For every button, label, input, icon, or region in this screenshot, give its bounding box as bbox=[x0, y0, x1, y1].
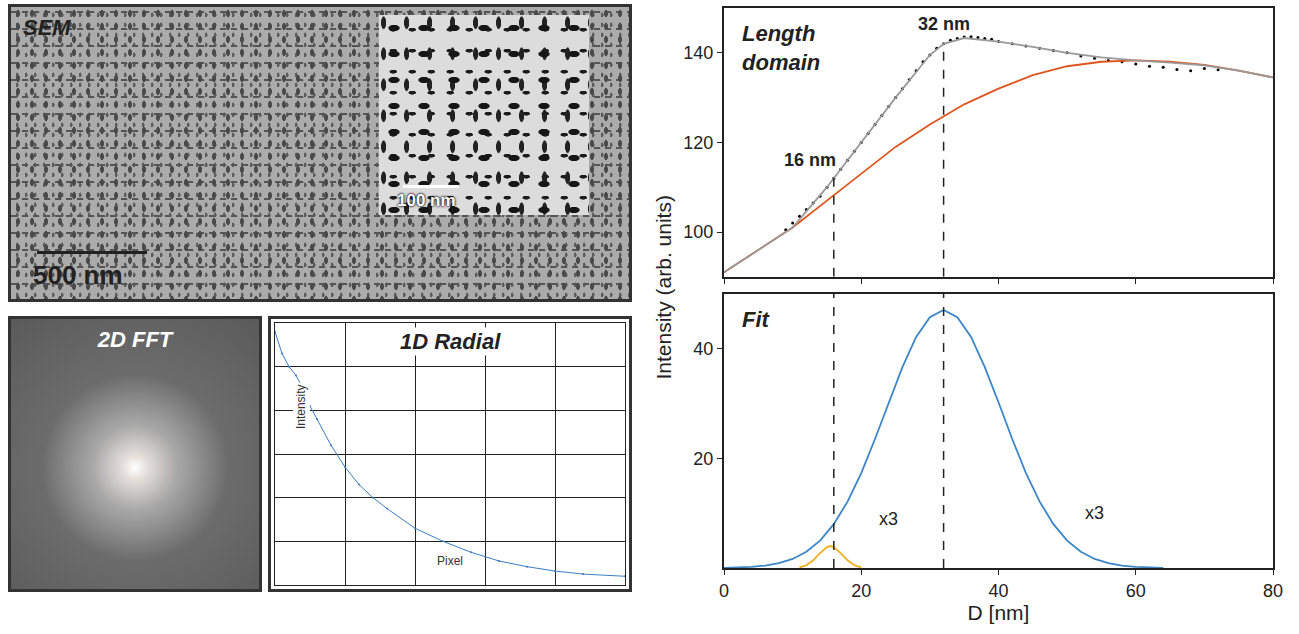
svg-text:140: 140 bbox=[683, 43, 713, 63]
svg-text:120: 120 bbox=[683, 133, 713, 153]
svg-text:60: 60 bbox=[1126, 581, 1146, 601]
svg-text:80: 80 bbox=[1263, 581, 1283, 601]
svg-text:Intensity (arb. units): Intensity (arb. units) bbox=[652, 195, 675, 379]
html-text:500 nm: 500 nm bbox=[33, 260, 123, 290]
svg-text:D [nm]: D [nm] bbox=[968, 601, 1030, 624]
svg-text:16 nm: 16 nm bbox=[784, 150, 836, 170]
html-text:100 nm: 100 nm bbox=[397, 191, 456, 210]
svg-text:Intensity: Intensity bbox=[294, 384, 308, 429]
svg-text:40: 40 bbox=[693, 339, 713, 359]
svg-text:Fit: Fit bbox=[742, 307, 771, 332]
svg-text:20: 20 bbox=[851, 581, 871, 601]
svg-text:x3: x3 bbox=[1085, 503, 1104, 523]
svg-text:Pixel: Pixel bbox=[437, 554, 463, 568]
svg-text:100: 100 bbox=[683, 222, 713, 242]
svg-text:0: 0 bbox=[719, 581, 729, 601]
svg-text:32 nm: 32 nm bbox=[918, 14, 970, 34]
svg-text:20: 20 bbox=[693, 449, 713, 469]
svg-text:40: 40 bbox=[988, 581, 1008, 601]
html-text:2D FFT: 2D FFT bbox=[97, 327, 173, 352]
svg-text:x3: x3 bbox=[879, 509, 898, 529]
html-text:SEM: SEM bbox=[23, 15, 71, 40]
svg-text:Lengthdomain: Lengthdomain bbox=[742, 21, 820, 75]
svg-text:1D Radial: 1D Radial bbox=[400, 329, 501, 354]
